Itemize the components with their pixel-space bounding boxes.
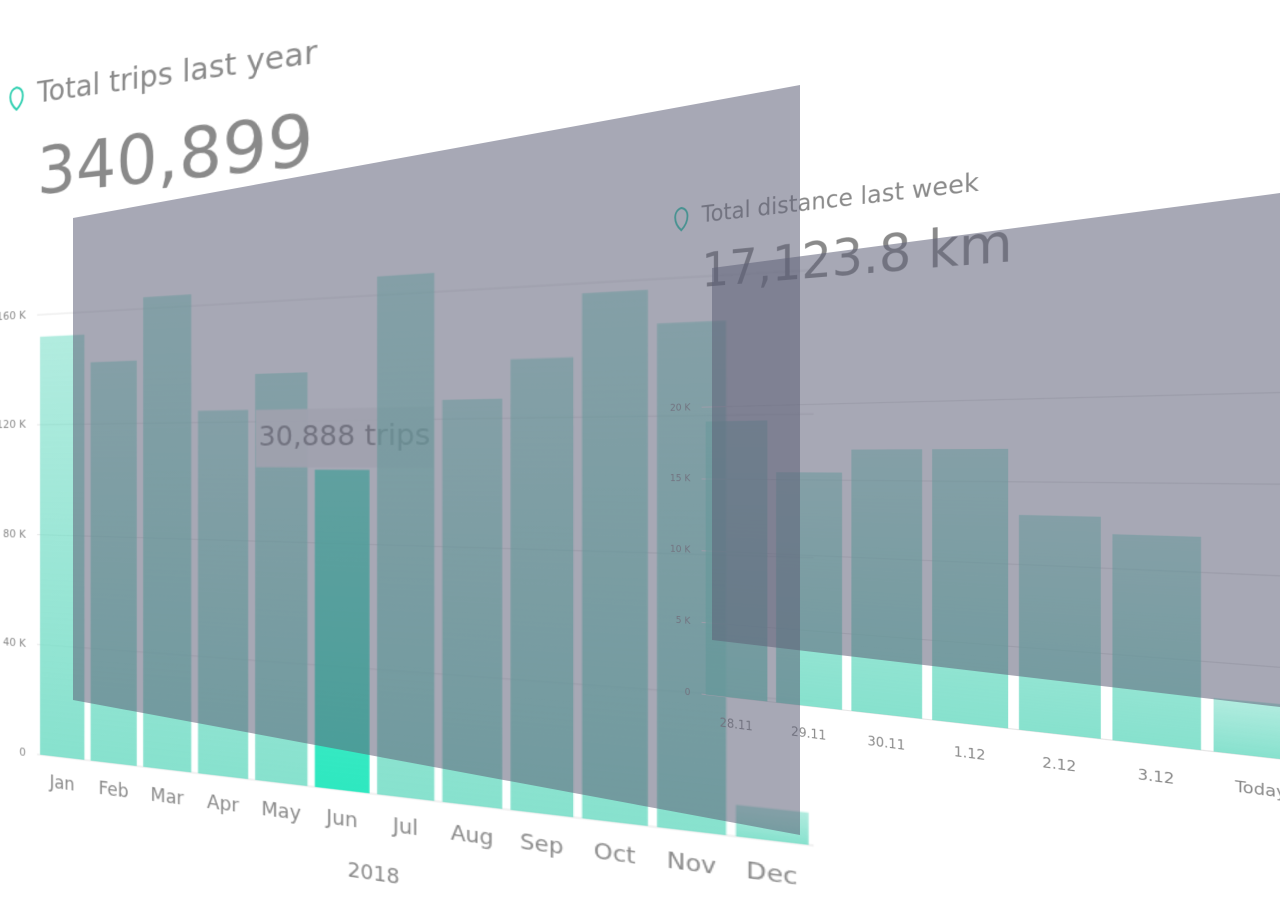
pin-icon — [675, 207, 687, 231]
bar — [143, 294, 192, 773]
x-tick-label: Jan — [49, 771, 75, 795]
x-tick-label: Oct — [594, 838, 637, 868]
x-tick-label: Apr — [207, 791, 239, 817]
bar — [377, 272, 435, 801]
bar — [735, 804, 809, 845]
x-tick-label: Dec — [746, 857, 798, 889]
chart-title: Total trips last year — [36, 34, 318, 110]
distance-panel: Total distance last week 17,123.8 km 0 5 K 1… — [665, 49, 1280, 871]
bar — [582, 289, 648, 827]
x-tick-label: May — [261, 797, 301, 824]
y-tick-label: 15 K — [670, 473, 691, 485]
x-tick-label: Jun — [325, 805, 358, 832]
chart-title: Total distance last week — [701, 166, 980, 227]
bar — [932, 448, 1009, 729]
y-tick-label: 0 — [19, 746, 26, 759]
bar — [510, 357, 574, 818]
y-tick-label: 5 K — [676, 615, 691, 628]
bar — [1018, 514, 1101, 739]
x-tick-label: Mar — [150, 784, 184, 809]
bar — [40, 334, 85, 760]
x-tick-label: 29.11 — [791, 723, 826, 743]
bar — [442, 398, 503, 809]
y-tick-label: 160 K — [0, 309, 27, 323]
x-tick-label: Sep — [520, 829, 563, 859]
bar — [90, 360, 137, 767]
y-tick-label: 80 K — [3, 527, 27, 540]
bar — [705, 420, 768, 702]
bar — [197, 409, 249, 780]
bar — [1213, 697, 1280, 763]
x-tick-label: 1.12 — [954, 743, 986, 764]
x-tick-label: 2.12 — [1042, 754, 1076, 776]
y-tick-label: 0 — [685, 686, 691, 698]
x-tick-label: 28.11 — [720, 715, 753, 734]
x-tick-label: 3.12 — [1138, 765, 1175, 788]
y-tick-label: 40 K — [3, 636, 27, 650]
x-tick-label: 30.11 — [867, 733, 905, 754]
bar — [776, 472, 843, 710]
x-tick-label: Today — [1233, 777, 1280, 803]
y-tick-label: 10 K — [670, 544, 691, 557]
grid-line — [702, 392, 1280, 408]
x-tick-label: Nov — [667, 847, 717, 879]
pin-icon — [9, 85, 24, 111]
y-tick-label: 120 K — [0, 419, 27, 432]
x-tick-label: Aug — [451, 821, 494, 850]
bar — [1112, 534, 1202, 751]
y-tick-label: 20 K — [670, 402, 691, 414]
bar — [851, 449, 923, 719]
x-tick-label: Feb — [99, 777, 129, 801]
x-axis-label: 2018 — [347, 858, 399, 888]
bar — [314, 469, 370, 794]
total-value: 340,899 — [37, 98, 314, 210]
total-value: 17,123.8 km — [702, 212, 1013, 298]
x-tick-label: Jul — [392, 813, 419, 839]
